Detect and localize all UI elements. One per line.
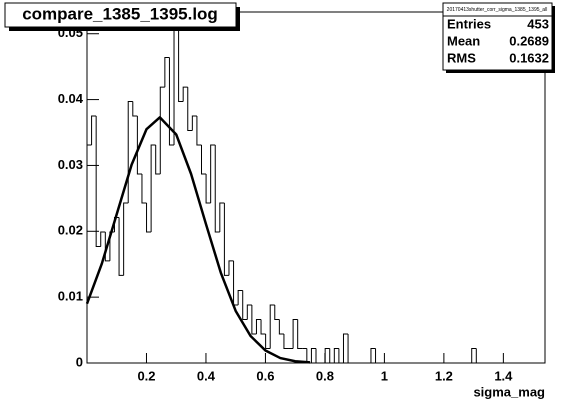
histogram-bin bbox=[214, 145, 220, 233]
histogram-bin bbox=[251, 305, 257, 335]
histogram-bin bbox=[91, 115, 97, 146]
histogram-bin bbox=[201, 145, 207, 175]
histogram-bin bbox=[347, 334, 353, 364]
histogram-bin bbox=[187, 87, 193, 132]
title-box bbox=[4, 2, 237, 28]
histogram-bin bbox=[205, 174, 211, 204]
histogram-bin bbox=[233, 260, 239, 306]
histogram-bin bbox=[95, 116, 101, 247]
histogram-bin bbox=[333, 348, 339, 363]
y-tick-label: 0.01 bbox=[58, 289, 83, 304]
histogram-bin bbox=[246, 304, 252, 320]
stats-box bbox=[442, 2, 553, 71]
y-tick-label: 0.02 bbox=[58, 223, 83, 238]
histogram-bin bbox=[210, 144, 216, 203]
histogram-bin bbox=[471, 348, 477, 363]
x-tick-label: 0.8 bbox=[316, 368, 334, 383]
histogram-bin bbox=[278, 319, 284, 335]
histogram-bin bbox=[141, 174, 147, 204]
stats-label: RMS bbox=[447, 50, 476, 65]
histogram-bin bbox=[297, 319, 303, 350]
histogram-bin bbox=[219, 202, 225, 232]
histogram-bin bbox=[375, 348, 381, 364]
x-tick-label: 1.4 bbox=[494, 368, 513, 383]
x-axis-label: sigma_mag bbox=[473, 384, 545, 399]
histogram-bin bbox=[306, 348, 312, 364]
y-tick-label: 0.05 bbox=[58, 25, 83, 40]
x-tick-label: 0.6 bbox=[256, 368, 274, 383]
histogram-bin bbox=[324, 348, 330, 363]
histogram-bin bbox=[338, 348, 344, 364]
histogram-bin bbox=[283, 334, 289, 350]
y-tick-label: 0.04 bbox=[58, 91, 84, 106]
histogram-bin bbox=[173, 27, 179, 146]
chart-title: compare_1385_1395.log bbox=[22, 4, 218, 23]
histogram-bin bbox=[118, 217, 124, 276]
histogram-bin bbox=[178, 28, 184, 103]
histogram-bin bbox=[196, 116, 202, 146]
histogram-bin bbox=[370, 348, 376, 363]
x-tick-label: 0.4 bbox=[197, 368, 216, 383]
x-tick-label: 0.2 bbox=[137, 368, 155, 383]
histogram-bin bbox=[310, 348, 316, 363]
histogram-bin bbox=[104, 231, 110, 262]
histogram-bin bbox=[342, 333, 349, 363]
stats-value: 0.1632 bbox=[509, 50, 549, 65]
fit-curve bbox=[85, 116, 311, 364]
histogram-bin bbox=[269, 304, 275, 349]
stats-label: Entries bbox=[447, 16, 491, 31]
histogram-bin bbox=[228, 260, 234, 276]
x-tick-label: 1.2 bbox=[435, 368, 453, 383]
histogram-bin bbox=[260, 319, 266, 335]
histogram-bin bbox=[265, 334, 271, 350]
y-tick-label: 0 bbox=[76, 354, 83, 369]
histogram-bin bbox=[168, 57, 175, 146]
histogram-bin bbox=[150, 144, 156, 232]
histogram-bin bbox=[136, 116, 142, 175]
histogram-bin bbox=[123, 202, 129, 276]
histogram-bin bbox=[292, 319, 298, 349]
histogram-bin bbox=[164, 56, 170, 88]
histogram-bin bbox=[475, 348, 481, 364]
histogram-bin bbox=[155, 145, 161, 175]
histogram-bin bbox=[127, 101, 133, 203]
histogram-bin bbox=[182, 86, 188, 102]
histogram-bin bbox=[329, 348, 335, 364]
y-tick-label: 0.03 bbox=[58, 157, 83, 172]
histogram-bin bbox=[274, 305, 280, 321]
histogram-bin bbox=[191, 115, 197, 131]
histogram-bin bbox=[132, 101, 138, 117]
stats-label: Mean bbox=[447, 33, 480, 48]
histogram-bin bbox=[109, 231, 115, 261]
histogram-bin bbox=[242, 290, 248, 321]
histogram-bin bbox=[159, 86, 165, 174]
histogram-bin bbox=[146, 202, 152, 233]
histogram-bin bbox=[100, 231, 106, 247]
histogram-bin bbox=[237, 290, 243, 306]
stats-value: 453 bbox=[527, 16, 549, 31]
histogram-bin bbox=[223, 202, 229, 276]
stats-title: 20170413shutter_corr_sigma_1385_1395_all bbox=[447, 7, 548, 13]
histogram-bin bbox=[86, 144, 92, 363]
stats-value: 0.2689 bbox=[509, 33, 549, 48]
histogram-bin bbox=[255, 319, 262, 335]
x-tick-label: 1 bbox=[381, 368, 388, 383]
histogram-bin bbox=[315, 348, 321, 364]
